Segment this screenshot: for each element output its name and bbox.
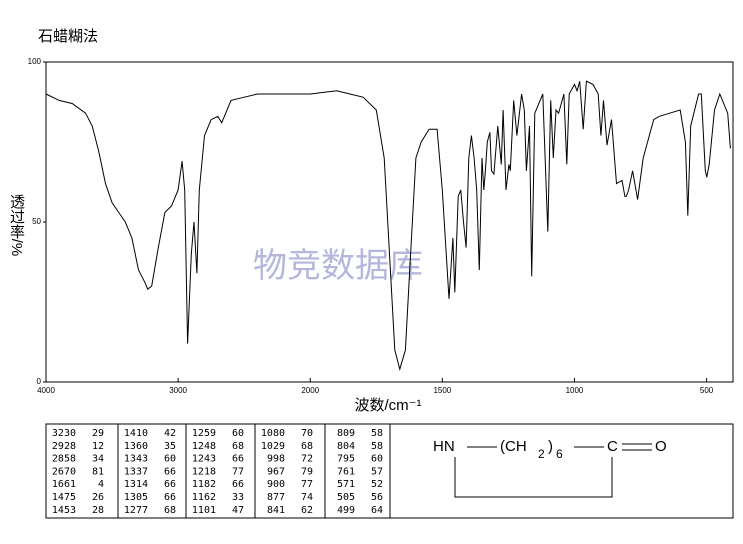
structure-text: (CH bbox=[500, 438, 527, 455]
peak-transmittance: 47 bbox=[232, 505, 244, 516]
y-axis-label: 透过率/% bbox=[8, 194, 25, 257]
peak-wavenumber: 1029 bbox=[261, 441, 285, 452]
x-tick-label: 2000 bbox=[301, 386, 319, 395]
peak-transmittance: 58 bbox=[371, 428, 383, 439]
peak-transmittance: 60 bbox=[164, 454, 176, 465]
peak-transmittance: 12 bbox=[92, 441, 104, 452]
watermark: 物竞数据库 bbox=[253, 247, 423, 285]
peak-wavenumber: 499 bbox=[337, 505, 355, 516]
peak-transmittance: 64 bbox=[371, 505, 383, 516]
peak-wavenumber: 3230 bbox=[52, 428, 76, 439]
peak-transmittance: 68 bbox=[301, 441, 313, 452]
peak-wavenumber: 1259 bbox=[192, 428, 216, 439]
peak-transmittance: 52 bbox=[371, 479, 383, 490]
peak-transmittance: 62 bbox=[301, 505, 313, 516]
peak-transmittance: 70 bbox=[301, 428, 313, 439]
peak-transmittance: 66 bbox=[164, 479, 176, 490]
peak-wavenumber: 1182 bbox=[192, 479, 216, 490]
peak-wavenumber: 2928 bbox=[52, 441, 76, 452]
table-dividers bbox=[117, 424, 391, 518]
peak-transmittance: 58 bbox=[371, 441, 383, 452]
structure-text: 6 bbox=[556, 447, 563, 461]
peak-wavenumber: 900 bbox=[267, 479, 285, 490]
peak-transmittance: 66 bbox=[164, 492, 176, 503]
peak-wavenumber: 1410 bbox=[124, 428, 148, 439]
peak-wavenumber: 1248 bbox=[192, 441, 216, 452]
peak-wavenumber: 804 bbox=[337, 441, 355, 452]
peak-wavenumber: 1162 bbox=[192, 492, 216, 503]
peak-wavenumber: 841 bbox=[267, 505, 285, 516]
peak-transmittance: 66 bbox=[232, 454, 244, 465]
peak-transmittance: 68 bbox=[232, 441, 244, 452]
structure-text: 2 bbox=[538, 447, 545, 461]
y-tick-label: 0 bbox=[37, 377, 42, 386]
peak-transmittance: 26 bbox=[92, 492, 104, 503]
peak-wavenumber: 1305 bbox=[124, 492, 148, 503]
peak-wavenumber: 1661 bbox=[52, 479, 76, 490]
peak-wavenumber: 2670 bbox=[52, 466, 76, 477]
peak-wavenumber: 1453 bbox=[52, 505, 76, 516]
x-tick-label: 500 bbox=[700, 386, 714, 395]
peak-transmittance: 66 bbox=[232, 479, 244, 490]
peak-wavenumber: 1243 bbox=[192, 454, 216, 465]
peak-transmittance: 68 bbox=[164, 505, 176, 516]
peak-transmittance: 77 bbox=[232, 466, 244, 477]
structure-text: ) bbox=[548, 438, 553, 455]
structure-text: HN bbox=[433, 438, 455, 455]
peak-wavenumber: 1080 bbox=[261, 428, 285, 439]
peak-transmittance: 60 bbox=[371, 454, 383, 465]
peak-wavenumber: 505 bbox=[337, 492, 355, 503]
peak-transmittance: 77 bbox=[301, 479, 313, 490]
peak-transmittance: 79 bbox=[301, 466, 313, 477]
structure-bonds bbox=[454, 443, 652, 498]
peak-transmittance: 29 bbox=[92, 428, 104, 439]
x-tick-label: 4000 bbox=[37, 386, 55, 395]
structure-text: C bbox=[607, 438, 618, 455]
peak-transmittance: 57 bbox=[371, 466, 383, 477]
peak-wavenumber: 809 bbox=[337, 428, 355, 439]
peak-wavenumber: 1277 bbox=[124, 505, 148, 516]
peak-transmittance: 60 bbox=[232, 428, 244, 439]
peak-transmittance: 28 bbox=[92, 505, 104, 516]
peak-transmittance: 34 bbox=[92, 454, 104, 465]
x-tick-label: 1500 bbox=[433, 386, 451, 395]
y-tick-label: 50 bbox=[32, 217, 41, 226]
chart-title: 石蜡糊法 bbox=[38, 28, 98, 45]
peak-wavenumber: 571 bbox=[337, 479, 355, 490]
peak-wavenumber: 1475 bbox=[52, 492, 76, 503]
plot-frame bbox=[45, 61, 734, 383]
peak-transmittance: 42 bbox=[164, 428, 176, 439]
peak-transmittance: 56 bbox=[371, 492, 383, 503]
peak-transmittance: 4 bbox=[98, 479, 104, 490]
peak-wavenumber: 795 bbox=[337, 454, 355, 465]
peak-wavenumber: 761 bbox=[337, 466, 355, 477]
peak-transmittance: 35 bbox=[164, 441, 176, 452]
peak-wavenumber: 998 bbox=[267, 454, 285, 465]
x-axis-label: 波数/cm⁻¹ bbox=[354, 397, 421, 414]
spectrum-line bbox=[45, 80, 731, 372]
peak-transmittance: 66 bbox=[164, 466, 176, 477]
peak-wavenumber: 877 bbox=[267, 492, 285, 503]
x-tick-label: 3000 bbox=[169, 386, 187, 395]
peak-wavenumber: 1360 bbox=[124, 441, 148, 452]
peak-transmittance: 74 bbox=[301, 492, 313, 503]
peak-wavenumber: 1218 bbox=[192, 466, 216, 477]
peak-wavenumber: 967 bbox=[267, 466, 285, 477]
peak-transmittance: 81 bbox=[92, 466, 104, 477]
peak-wavenumber: 1101 bbox=[192, 505, 216, 516]
peak-wavenumber: 1314 bbox=[124, 479, 148, 490]
peak-transmittance: 33 bbox=[232, 492, 244, 503]
structure-text: O bbox=[655, 438, 667, 455]
peak-transmittance: 72 bbox=[301, 454, 313, 465]
peak-wavenumber: 1343 bbox=[124, 454, 148, 465]
peak-wavenumber: 1337 bbox=[124, 466, 148, 477]
y-tick-label: 100 bbox=[28, 57, 42, 66]
x-tick-label: 1000 bbox=[566, 386, 584, 395]
peak-wavenumber: 2858 bbox=[52, 454, 76, 465]
